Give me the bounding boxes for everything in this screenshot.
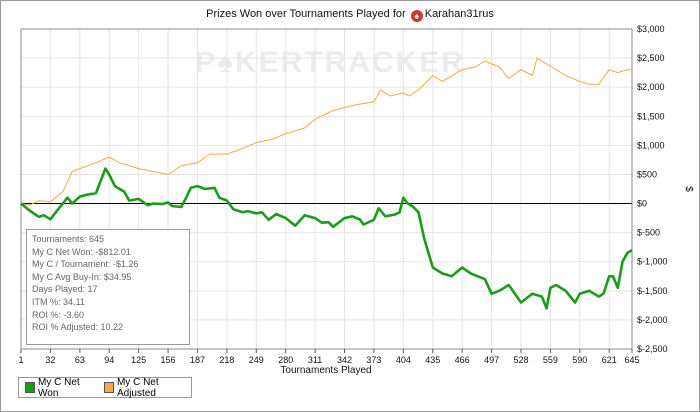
y-tick-label: $3,000	[637, 24, 665, 34]
x-tick-label: 156	[161, 355, 176, 365]
y-tick-label: $2,000	[637, 82, 665, 92]
y-tick-label: $2,500	[637, 53, 665, 63]
axis-labels: 1 32 63 94 125 156 187 218 249 280 311 342 373 404 435…	[18, 24, 694, 376]
y-tick-label: $500	[637, 169, 657, 179]
player-name: Karahan31rus	[424, 8, 494, 20]
x-tick-label: 63	[75, 355, 85, 365]
x-tick-label: 621	[602, 355, 617, 365]
y-tick-label: $-1,500	[637, 286, 668, 296]
x-tick-label: 1	[18, 355, 23, 365]
y-axis-title: $	[683, 186, 694, 192]
series-line-net-adjusted	[20, 57, 632, 206]
watermark-text: P♠KERTRACKER	[195, 46, 465, 79]
x-tick-label: 466	[455, 355, 470, 365]
x-tick-label: 373	[366, 355, 381, 365]
y-tick-label: $-2,000	[637, 315, 668, 325]
stat-line: Tournaments: 645	[32, 234, 105, 244]
y-tick-label: $-500	[637, 228, 660, 238]
stats-box: Tournaments: 645 My C Net Won: -$812.01 My…	[26, 229, 190, 345]
legend: My C Net Won My C Net Adjusted	[18, 376, 192, 399]
x-tick-label: 280	[278, 355, 293, 365]
chart-title-text: Prizes Won over Tournaments Played for	[206, 8, 406, 20]
x-tick-label: 559	[543, 355, 558, 365]
x-tick-label: 435	[425, 355, 440, 365]
chart-title: Prizes Won over Tournaments Played for ♠…	[0, 8, 700, 22]
legend-label: My C Net Won	[38, 376, 80, 399]
y-tick-label: $1,500	[637, 111, 665, 121]
x-tick-label: 125	[131, 355, 146, 365]
legend-item[interactable]: My C Net Won	[25, 377, 96, 399]
stat-line: ITM %: 34.11	[32, 296, 85, 307]
legend-label: My C Net Adjusted	[116, 376, 159, 399]
x-tick-label: 32	[45, 355, 55, 365]
legend-swatch	[25, 382, 36, 393]
pokertracker-watermark: P♠KERTRACKER	[195, 46, 465, 79]
x-axis-title: Tournaments Played	[280, 365, 371, 376]
x-tick-label: 404	[396, 355, 411, 365]
pokerstars-spade-icon: ♠	[410, 10, 423, 22]
y-tick-label: $1,000	[637, 140, 665, 150]
y-tick-label: $0	[637, 199, 647, 209]
stat-line: My C Net Won: -$812.01	[32, 246, 131, 257]
series-line-net-won	[20, 167, 633, 310]
stat-line: ROI %: -3.60	[32, 309, 85, 320]
stat-line: My C Avg Buy-In: $34.95	[32, 271, 132, 282]
x-tick-label: 94	[104, 355, 114, 365]
x-tick-label: 187	[190, 355, 205, 365]
x-tick-label: 645	[624, 355, 639, 365]
stat-line: My C / Tournament: -$1.26	[32, 259, 139, 270]
x-tick-label: 218	[219, 355, 234, 365]
stat-line: ROI % Adjusted: 10.22	[32, 322, 124, 333]
x-tick-label: 342	[337, 355, 352, 365]
x-tick-label: 590	[572, 355, 587, 365]
y-tick-label: $-1,000	[637, 257, 668, 267]
x-tick-label: 528	[513, 355, 528, 365]
legend-swatch	[103, 382, 114, 393]
x-tick-label: 249	[249, 355, 264, 365]
series-lines	[20, 57, 633, 310]
legend-item[interactable]: My C Net Adjusted	[103, 376, 191, 399]
axes	[20, 28, 633, 350]
plot-border	[20, 28, 633, 350]
x-tick-label: 497	[484, 355, 499, 365]
x-tick-label: 311	[308, 355, 322, 365]
stat-line: Days Played: 17	[32, 284, 98, 295]
y-tick-label: $-2,500	[637, 344, 668, 354]
